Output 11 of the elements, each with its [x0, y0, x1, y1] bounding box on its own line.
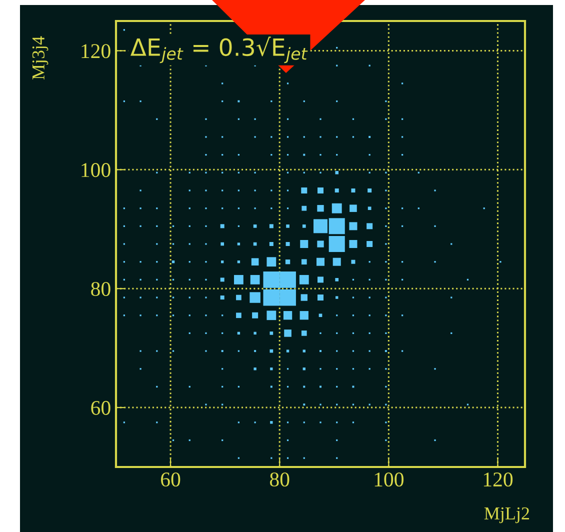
y-axis-title: Mj3j4 [32, 36, 48, 80]
y-tick-label: 100 [82, 163, 110, 178]
x-tick-label: 60 [161, 472, 180, 487]
x-tick-label: 120 [484, 472, 513, 487]
x-tick-label: 100 [374, 472, 404, 487]
y-tick-label: 60 [91, 400, 110, 415]
x-axis-title: MjLj2 [484, 507, 530, 524]
x-tick-label: 80 [270, 472, 290, 487]
y-tick-label: 120 [82, 44, 110, 58]
y-tick-label: 80 [91, 282, 110, 296]
text: ΔE$_{jet}$ = 0.3√E$_{jet}$ [130, 36, 308, 64]
